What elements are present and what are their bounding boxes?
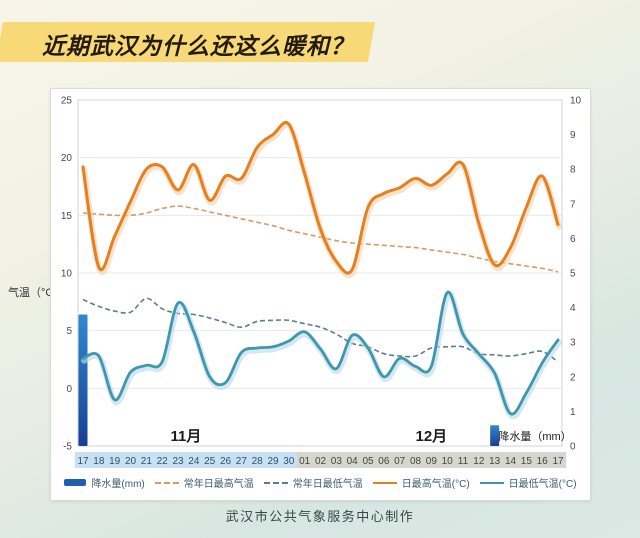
- svg-text:17: 17: [552, 456, 564, 467]
- legend-item: 日最低气温(°C): [479, 475, 577, 490]
- legend-label: 降水量(mm): [91, 479, 145, 490]
- legend-bar-swatch: [64, 479, 87, 486]
- svg-text:25: 25: [204, 456, 216, 467]
- svg-text:10: 10: [442, 456, 454, 467]
- chart-panel: -5 0 5 10 15 20 25 0 1 2 3 4 5 6 7 8 9 10 17 18 19 20 21 22 23 24…: [50, 88, 591, 501]
- svg-text:29: 29: [267, 456, 279, 467]
- svg-text:5: 5: [66, 326, 72, 337]
- right-axis-ticks: 0 1 2 3 4 5 6 7 8 9 10: [570, 96, 582, 453]
- daily-low-line: [81, 291, 560, 416]
- normal-low-line: [82, 297, 559, 363]
- svg-text:30: 30: [283, 456, 295, 467]
- legend-item: 日最高气温(°C): [372, 475, 470, 490]
- precipitation-bars: [78, 314, 500, 446]
- svg-text:3: 3: [570, 338, 576, 349]
- month-strip: [74, 452, 297, 468]
- svg-text:7: 7: [570, 199, 576, 210]
- svg-text:20: 20: [125, 456, 137, 467]
- legend-line-swatch: [154, 481, 179, 484]
- legend-label: 日最低气温(°C): [508, 479, 577, 490]
- month-strip: [296, 452, 567, 468]
- legend-item: 常年日最低气温: [263, 475, 363, 490]
- svg-text:15: 15: [521, 456, 533, 467]
- svg-text:18: 18: [93, 456, 105, 467]
- legend-item: 常年日最高气温: [154, 475, 254, 490]
- svg-text:10: 10: [61, 269, 73, 280]
- svg-text:-5: -5: [63, 442, 72, 453]
- legend-label: 常年日最低气温: [292, 479, 363, 490]
- legend-item: 降水量(mm): [64, 475, 145, 490]
- svg-text:0: 0: [570, 442, 576, 453]
- svg-text:16: 16: [537, 456, 549, 467]
- svg-text:24: 24: [188, 456, 200, 467]
- precipitation-bar: [490, 425, 500, 446]
- month-label: 11月: [170, 428, 201, 445]
- month-label: 12月: [415, 428, 447, 445]
- svg-text:25: 25: [61, 96, 73, 107]
- svg-text:20: 20: [61, 153, 73, 164]
- svg-text:21: 21: [141, 456, 153, 467]
- svg-text:9: 9: [570, 130, 576, 141]
- svg-text:14: 14: [505, 456, 517, 467]
- svg-text:02: 02: [315, 456, 327, 467]
- svg-text:1: 1: [570, 407, 576, 418]
- svg-text:28: 28: [252, 456, 264, 467]
- svg-text:07: 07: [394, 456, 406, 467]
- svg-text:03: 03: [331, 456, 343, 467]
- svg-text:27: 27: [236, 456, 248, 467]
- svg-text:01: 01: [299, 456, 311, 467]
- svg-text:08: 08: [410, 456, 422, 467]
- svg-text:13: 13: [489, 456, 501, 467]
- daily-high-line: [81, 121, 560, 275]
- footer-credit: 武汉市公共气象服务中心制作: [225, 509, 415, 524]
- svg-text:6: 6: [570, 234, 576, 245]
- svg-text:8: 8: [570, 165, 576, 176]
- svg-text:09: 09: [426, 456, 438, 467]
- svg-text:26: 26: [220, 456, 232, 467]
- left-axis-ticks: -5 0 5 10 15 20 25: [61, 96, 73, 453]
- svg-text:0: 0: [66, 384, 72, 395]
- precip-axis-title: 降水量（mm）: [498, 429, 571, 443]
- svg-text:23: 23: [172, 456, 184, 467]
- legend-line-swatch: [372, 481, 397, 484]
- svg-text:2: 2: [570, 372, 576, 383]
- svg-text:17: 17: [77, 456, 89, 467]
- legend-label: 日最高气温(°C): [401, 479, 470, 490]
- legend-line-swatch: [479, 481, 504, 484]
- svg-text:5: 5: [570, 269, 576, 280]
- plot-frame: [77, 99, 563, 447]
- svg-text:11: 11: [458, 456, 469, 467]
- svg-text:12: 12: [473, 456, 485, 467]
- page-title: 近期武汉为什么还这么暖和？: [42, 33, 354, 59]
- svg-text:04: 04: [347, 456, 359, 467]
- precipitation-bar: [78, 314, 88, 446]
- legend-label: 常年日最高气温: [183, 479, 254, 490]
- svg-text:06: 06: [378, 456, 390, 467]
- svg-text:22: 22: [157, 456, 169, 467]
- legend-line-swatch: [263, 481, 288, 484]
- chart-legend: 降水量(mm) 常年日最高气温 常年日最低气温 日最高气温(°C) 日最低气温(°C): [51, 475, 590, 490]
- svg-text:15: 15: [61, 211, 73, 222]
- svg-text:10: 10: [570, 96, 582, 107]
- svg-text:19: 19: [109, 456, 121, 467]
- daily-low-line-halo: [81, 291, 562, 420]
- svg-text:05: 05: [362, 456, 374, 467]
- svg-text:4: 4: [570, 303, 576, 314]
- gridlines: [78, 99, 562, 447]
